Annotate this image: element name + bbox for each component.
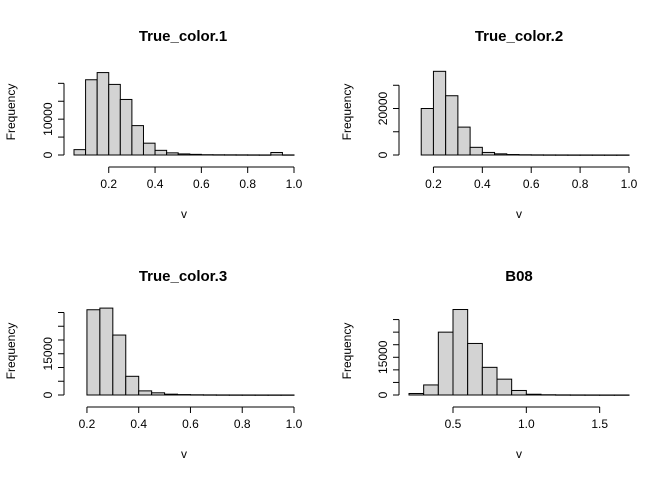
y-tick-label: 15000 — [376, 340, 390, 374]
histogram-bar — [138, 390, 153, 396]
x-tick-label: 0.8 — [572, 177, 589, 191]
histogram-bar — [525, 393, 542, 396]
histogram-bar — [420, 108, 434, 156]
x-tick-label: 0.5 — [445, 417, 462, 431]
x-tick-label: 0.4 — [130, 417, 147, 431]
chart-title: True_color.2 — [475, 28, 563, 45]
histogram-bar — [99, 307, 114, 396]
x-tick-label: 0.8 — [234, 417, 251, 431]
histogram-bar — [481, 151, 496, 156]
histogram-bar — [467, 342, 483, 396]
histogram-bar — [423, 384, 439, 396]
x-tick-label: 0.2 — [100, 177, 117, 191]
histogram-bar — [481, 366, 498, 396]
x-tick-label: 1.0 — [518, 417, 535, 431]
histogram-bar — [457, 126, 471, 156]
histogram-bar — [73, 149, 87, 156]
x-tick-label: 0.6 — [182, 417, 199, 431]
histogram-bar — [494, 153, 508, 156]
y-axis-label: Frequency — [4, 323, 18, 380]
y-tick-label: 0 — [41, 151, 55, 158]
y-tick-label: 20000 — [376, 92, 390, 126]
histogram-panel: True_color.1 0.2 0.4 0.6 0.8 1.0 0 10000 v Freque… — [4, 28, 303, 221]
x-tick-label: 1.0 — [286, 177, 303, 191]
histogram-panel: True_color.2 0.2 0.4 0.6 0.8 1.0 0 20000 v Freque… — [340, 28, 638, 221]
x-axis-label: v — [181, 207, 187, 221]
y-axis-label: Frequency — [340, 84, 354, 141]
x-tick-label: 1.0 — [621, 177, 638, 191]
histogram-bar — [164, 393, 179, 396]
x-tick-label: 0.6 — [193, 177, 210, 191]
x-tick-label: 0.6 — [523, 177, 540, 191]
histogram-bar — [469, 146, 483, 156]
histogram-panel: True_color.3 0.2 0.4 0.6 0.8 1.0 0 15000 v Freque… — [4, 268, 303, 461]
histogram-bar — [432, 70, 447, 156]
y-tick-label: 0 — [41, 391, 55, 398]
histogram-bar — [189, 153, 202, 156]
histogram-bar — [437, 331, 454, 396]
histogram-bar — [166, 152, 179, 156]
histogram-bar — [408, 392, 425, 396]
histogram-bar — [151, 392, 166, 396]
x-tick-label: 0.4 — [474, 177, 491, 191]
histogram-panel: B08 0.5 1.0 1.5 0 15000 v Frequency — [340, 268, 630, 461]
histogram-bar — [119, 98, 133, 156]
y-tick-label: 15000 — [41, 337, 55, 371]
chart-title: True_color.1 — [139, 28, 227, 45]
histogram-bar — [154, 149, 168, 156]
histogram-bar — [85, 79, 98, 156]
histogram-bar — [112, 334, 127, 396]
chart-title: True_color.3 — [139, 268, 227, 285]
x-tick-label: 0.4 — [147, 177, 164, 191]
x-tick-label: 0.2 — [79, 417, 96, 431]
histogram-bar — [86, 309, 101, 396]
chart-title: B08 — [505, 268, 533, 285]
x-tick-label: 1.0 — [286, 417, 303, 431]
histogram-bar — [131, 125, 144, 156]
histogram-bar — [108, 83, 121, 156]
y-tick-label: 0 — [376, 151, 390, 158]
y-tick-label: 0 — [376, 391, 390, 398]
x-tick-label: 0.8 — [239, 177, 256, 191]
x-tick-label: 1.5 — [591, 417, 608, 431]
x-axis-label: v — [516, 207, 522, 221]
x-axis-label: v — [181, 447, 187, 461]
histogram-bar — [125, 375, 140, 396]
histogram-bar — [270, 151, 283, 156]
histogram-bar — [511, 389, 527, 396]
histogram-bar — [177, 153, 191, 156]
histogram-bar — [142, 142, 156, 156]
x-tick-label: 0.2 — [425, 177, 442, 191]
histogram-bar — [96, 72, 110, 156]
y-axis-label: Frequency — [340, 323, 354, 380]
histogram-bar — [445, 95, 459, 156]
x-axis-label: v — [516, 447, 522, 461]
y-tick-label: 10000 — [41, 102, 55, 136]
histogram-bar — [452, 309, 469, 396]
histogram-bar — [496, 378, 513, 396]
y-axis-label: Frequency — [4, 84, 18, 141]
